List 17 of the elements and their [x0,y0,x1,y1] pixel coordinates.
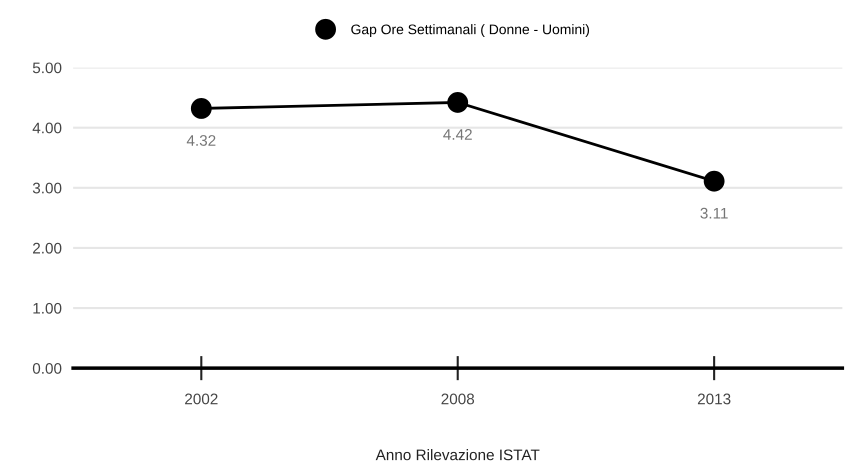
data-label: 4.32 [186,135,216,146]
y-tick-label: 4.00 [32,122,62,134]
point [447,92,468,113]
y-tick-label: 3.00 [32,182,62,194]
y-tick-label: 0.00 [32,363,62,374]
x-tick-label: 2008 [442,394,474,404]
y-tick-label: 2.00 [33,242,62,254]
x-tick-label: 2013 [698,394,730,404]
legend-label: Gap Ore Settimanali ( Donne - Uomini) [351,24,590,38]
y-tick-label: 1.00 [33,302,62,314]
data-label: 3.11 [700,208,728,219]
y-tick-label: 5.00 [32,62,62,74]
x-tick-label: 2002 [185,394,218,404]
data-label: 4.42 [443,129,472,140]
point [704,170,725,192]
point [190,98,212,119]
x-axis-title: Anno Rilevazione ISTAT [376,449,540,460]
